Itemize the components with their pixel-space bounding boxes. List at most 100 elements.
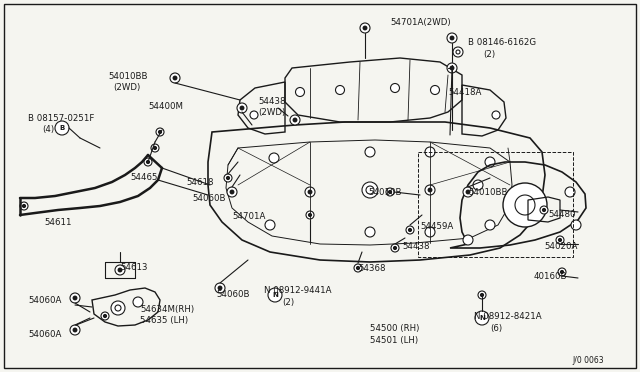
Circle shape	[144, 158, 152, 166]
Text: 54010BB: 54010BB	[468, 188, 508, 197]
Circle shape	[22, 205, 26, 208]
Text: 54611: 54611	[44, 218, 72, 227]
Text: N: N	[272, 292, 278, 298]
Circle shape	[558, 268, 566, 276]
Text: 54400M: 54400M	[148, 102, 183, 111]
Text: 54613: 54613	[120, 263, 147, 272]
Circle shape	[296, 87, 305, 96]
Circle shape	[425, 147, 435, 157]
Circle shape	[406, 226, 414, 234]
Circle shape	[70, 325, 80, 335]
Text: N: N	[479, 315, 485, 321]
Circle shape	[362, 182, 378, 198]
Circle shape	[503, 183, 547, 227]
Circle shape	[447, 33, 457, 43]
Circle shape	[335, 86, 344, 94]
Circle shape	[151, 144, 159, 152]
Text: 54010B: 54010B	[368, 188, 401, 197]
Circle shape	[173, 76, 177, 80]
Bar	[418, 152, 573, 257]
Circle shape	[73, 328, 77, 332]
Circle shape	[475, 311, 489, 325]
Circle shape	[425, 185, 435, 195]
Circle shape	[118, 268, 122, 272]
Circle shape	[237, 103, 247, 113]
Circle shape	[515, 195, 535, 215]
Circle shape	[364, 26, 367, 30]
Text: 54634M(RH): 54634M(RH)	[140, 305, 194, 314]
Text: 54480: 54480	[548, 210, 575, 219]
Text: B 08146-6162G: B 08146-6162G	[468, 38, 536, 47]
Circle shape	[240, 106, 244, 110]
Circle shape	[559, 238, 561, 241]
Text: N 08912-8421A: N 08912-8421A	[474, 312, 541, 321]
Text: 54701A: 54701A	[232, 212, 266, 221]
Circle shape	[485, 157, 495, 167]
Circle shape	[451, 66, 454, 70]
Text: B: B	[60, 125, 65, 131]
Text: (2): (2)	[282, 298, 294, 307]
Circle shape	[447, 63, 457, 73]
Text: 54701A(2WD): 54701A(2WD)	[390, 18, 451, 27]
Circle shape	[290, 115, 300, 125]
Circle shape	[101, 312, 109, 320]
Circle shape	[269, 153, 279, 163]
Circle shape	[55, 121, 69, 135]
Text: 54459A: 54459A	[420, 222, 453, 231]
Circle shape	[115, 305, 121, 311]
Circle shape	[230, 190, 234, 194]
Circle shape	[154, 147, 156, 150]
Text: 54501 (LH): 54501 (LH)	[370, 336, 418, 345]
Circle shape	[388, 190, 392, 193]
Circle shape	[365, 147, 375, 157]
Circle shape	[215, 283, 225, 293]
Circle shape	[556, 236, 564, 244]
Circle shape	[218, 286, 221, 290]
Text: (2WD): (2WD)	[258, 108, 285, 117]
Text: 54368: 54368	[358, 264, 385, 273]
Circle shape	[390, 83, 399, 93]
Text: N 08912-9441A: N 08912-9441A	[264, 286, 332, 295]
Circle shape	[156, 128, 164, 136]
Text: 54618: 54618	[186, 178, 214, 187]
Text: 54465: 54465	[130, 173, 157, 182]
Text: 54500 (RH): 54500 (RH)	[370, 324, 419, 333]
Text: (2): (2)	[483, 50, 495, 59]
Circle shape	[485, 220, 495, 230]
Text: 54438: 54438	[402, 242, 429, 251]
Circle shape	[394, 247, 396, 249]
Circle shape	[360, 23, 370, 33]
Circle shape	[561, 270, 563, 273]
Circle shape	[308, 190, 312, 194]
Text: (2WD): (2WD)	[113, 83, 140, 92]
Circle shape	[265, 220, 275, 230]
Circle shape	[306, 211, 314, 219]
Circle shape	[481, 294, 483, 296]
Circle shape	[463, 187, 473, 197]
Circle shape	[250, 111, 258, 119]
Circle shape	[227, 177, 229, 179]
Circle shape	[451, 36, 454, 40]
Text: 54418A: 54418A	[448, 88, 481, 97]
Circle shape	[463, 235, 473, 245]
Circle shape	[425, 227, 435, 237]
Circle shape	[73, 296, 77, 300]
Text: 54635 (LH): 54635 (LH)	[140, 316, 188, 325]
Circle shape	[386, 188, 394, 196]
Text: J/0 0063: J/0 0063	[572, 356, 604, 365]
Circle shape	[391, 244, 399, 252]
Circle shape	[540, 206, 548, 214]
Circle shape	[467, 190, 470, 194]
Circle shape	[453, 47, 463, 57]
Circle shape	[147, 161, 149, 163]
Circle shape	[70, 293, 80, 303]
Circle shape	[305, 187, 315, 197]
Circle shape	[356, 267, 360, 269]
Text: 54060B: 54060B	[216, 290, 250, 299]
Text: 54060B: 54060B	[192, 194, 225, 203]
Text: 54060A: 54060A	[28, 330, 61, 339]
Circle shape	[111, 301, 125, 315]
Circle shape	[308, 214, 312, 217]
Text: 54438: 54438	[258, 97, 285, 106]
Circle shape	[133, 297, 143, 307]
